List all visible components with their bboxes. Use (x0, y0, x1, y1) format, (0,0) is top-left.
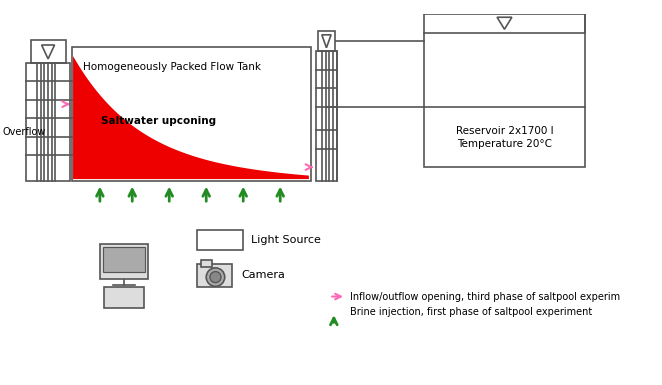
Text: Light Source: Light Source (251, 235, 320, 245)
Polygon shape (497, 17, 512, 29)
Bar (30, 40, 66, 63)
Bar (26, 63, 70, 181)
Bar (316, 52, 336, 181)
Polygon shape (322, 35, 331, 48)
Text: Reservoir 2x1700 l: Reservoir 2x1700 l (455, 126, 553, 136)
Text: Brine injection, first phase of saltpool experiment: Brine injection, first phase of saltpool… (350, 307, 592, 317)
Bar (424, 15, 585, 33)
Text: Saltwater upconing: Saltwater upconing (101, 116, 216, 126)
Bar (197, 230, 243, 250)
Bar (197, 264, 232, 287)
Bar (201, 259, 212, 267)
Circle shape (207, 268, 224, 286)
Bar (424, 107, 585, 167)
Text: Overflow: Overflow (3, 127, 46, 137)
Bar (72, 47, 310, 181)
Bar (318, 31, 335, 52)
Text: Inflow/outflow opening, third phase of saltpool experim: Inflow/outflow opening, third phase of s… (350, 291, 620, 301)
Bar (103, 287, 144, 308)
Polygon shape (42, 45, 54, 59)
Polygon shape (73, 56, 309, 179)
Bar (100, 244, 148, 279)
Bar (103, 247, 145, 273)
Text: Homogeneously Packed Flow Tank: Homogeneously Packed Flow Tank (83, 62, 261, 72)
Circle shape (210, 271, 221, 283)
Text: Camera: Camera (242, 270, 285, 280)
Text: Temperature 20°C: Temperature 20°C (457, 139, 552, 149)
